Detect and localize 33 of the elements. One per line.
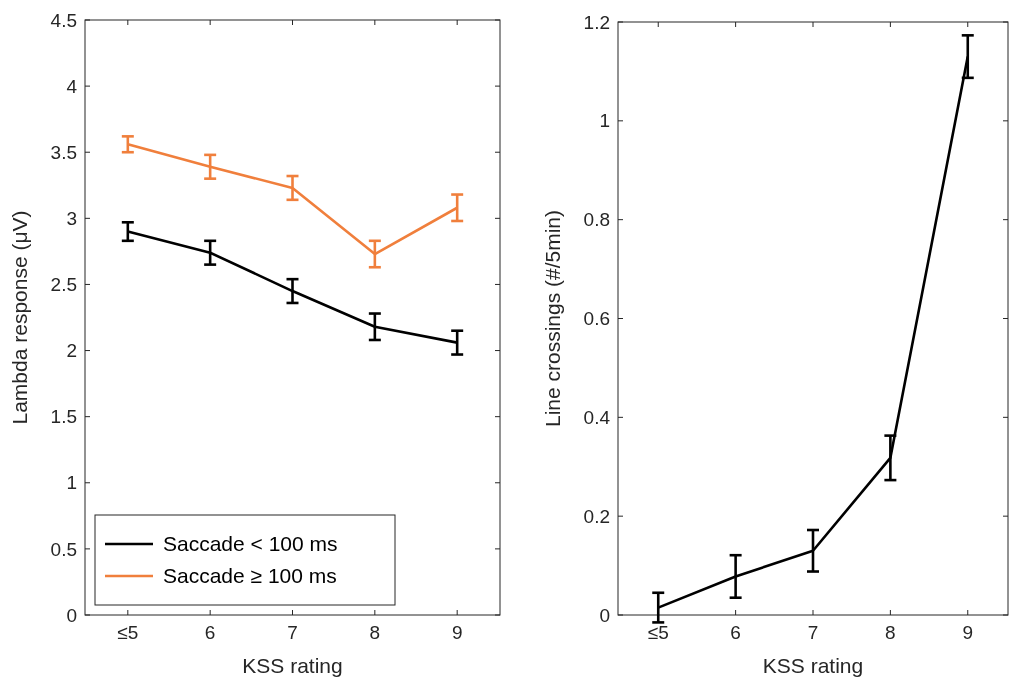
x-tick-label: 8 (885, 622, 896, 643)
x-tick-label: 7 (287, 622, 298, 643)
x-tick-label: 7 (807, 622, 819, 643)
x-tick-label: 8 (369, 622, 381, 643)
y-tick-label: 0.2 (583, 505, 610, 527)
y-tick-label: 3 (66, 207, 77, 229)
legend-label: Saccade < 100 ms (163, 532, 338, 556)
y-axis-title: Line crossings (#/5min) (541, 209, 564, 428)
x-tick-label: 6 (730, 622, 741, 643)
y-tick-label: 0.8 (583, 209, 610, 231)
y-tick-label: 1.2 (583, 11, 610, 33)
y-axis-title: Lambda response (μV) (8, 210, 31, 425)
x-tick-label: 9 (962, 622, 974, 643)
y-tick-label: 0.5 (50, 538, 77, 560)
y-tick-label: 3.5 (50, 141, 77, 163)
y-tick-label: 4.5 (50, 9, 77, 31)
legend-label: Saccade ≥ 100 ms (163, 564, 337, 588)
x-tick-label: 9 (451, 622, 463, 643)
y-tick-label: 0 (599, 604, 610, 626)
y-tick-label: 1 (66, 472, 77, 494)
y-tick-label: 4 (66, 75, 78, 97)
y-tick-label: 0 (66, 604, 77, 626)
x-tick-label: ≤5 (117, 622, 139, 643)
y-tick-label: 0.6 (583, 308, 610, 330)
y-tick-label: 2.5 (50, 274, 77, 296)
y-tick-label: 1 (599, 110, 610, 132)
x-tick-label: 6 (204, 622, 216, 643)
y-tick-label: 2 (66, 340, 77, 362)
y-tick-label: 0.4 (583, 406, 611, 428)
x-axis-title: KSS rating (762, 654, 864, 677)
x-tick-label: ≤5 (647, 622, 669, 643)
y-tick-label: 1.5 (50, 406, 77, 428)
x-axis-title: KSS rating (242, 654, 343, 677)
